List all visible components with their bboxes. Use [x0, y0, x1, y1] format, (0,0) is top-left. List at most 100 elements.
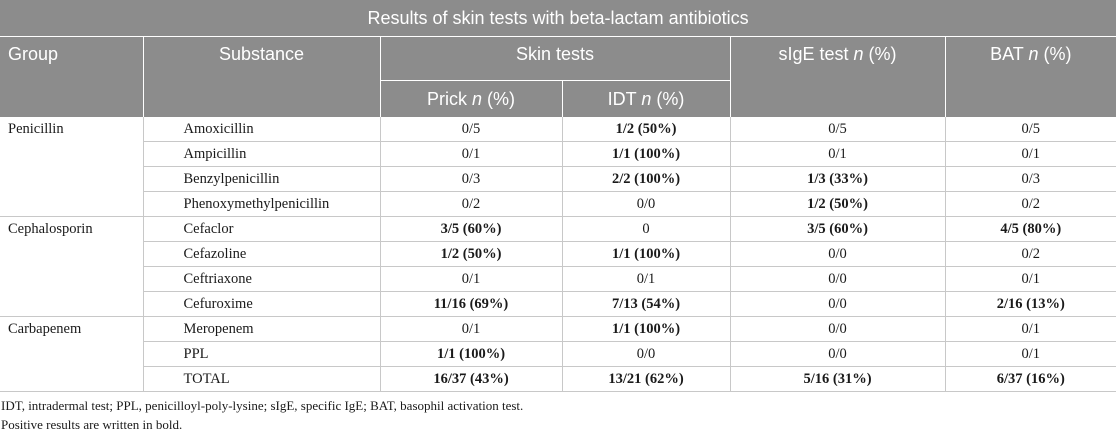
table-row: Cephalosporin Cefaclor 3/5 (60%) 0 3/5 (60%)… [0, 216, 1116, 242]
header-group: Group [0, 36, 143, 117]
table-row: PPL 1/1 (100%) 0/0 0/0 0/1 [0, 341, 1116, 367]
cell-sige: 1/2 (50%) [729, 191, 945, 217]
cell-substance: Meropenem [142, 316, 380, 342]
cell-idt: 0/1 [561, 266, 730, 292]
header-bat-label: BAT [990, 44, 1024, 64]
cell-idt: 1/1 (100%) [561, 316, 730, 342]
cell-sige: 1/3 (33%) [729, 166, 945, 192]
header-prick-label: Prick [426, 88, 467, 109]
results-table: Results of skin tests with beta-lactam a… [0, 0, 1116, 392]
cell-idt: 1/2 (50%) [561, 117, 730, 142]
cell-substance: PPL [142, 341, 380, 367]
footnote-bold-note: Positive results are written in bold. [1, 417, 183, 432]
cell-sige: 0/5 [729, 117, 945, 142]
cell-group [0, 267, 143, 292]
header-substance: Substance [142, 36, 380, 117]
cell-idt: 13/21 (62%) [561, 366, 730, 392]
table-row: Penicillin Amoxicillin 0/5 1/2 (50%) 0/5 0/5 [0, 117, 1116, 142]
cell-group: Cephalosporin [8, 220, 93, 237]
cell-substance: Ampicillin [142, 141, 380, 167]
cell-sige: 0/0 [729, 316, 945, 342]
cell-idt: 1/1 (100%) [561, 241, 730, 267]
cell-sige: 3/5 (60%) [729, 216, 945, 242]
cell-idt: 0 [561, 216, 730, 242]
header-bat-pct: (%) [1043, 44, 1072, 64]
header-prick-unit: n [471, 88, 482, 109]
cell-bat: 0/1 [944, 266, 1116, 292]
cell-prick: 1/1 (100%) [379, 341, 562, 367]
cell-group [0, 191, 143, 217]
cell-group [0, 342, 143, 367]
cell-group [0, 366, 143, 392]
header-bat-unit: n [1028, 44, 1039, 64]
cell-idt: 1/1 (100%) [561, 141, 730, 167]
cell-bat: 0/1 [944, 341, 1116, 367]
cell-bat: 0/1 [944, 141, 1116, 167]
table-row: Ceftriaxone 0/1 0/1 0/0 0/1 [0, 266, 1116, 292]
footnote-abbreviations: IDT, intradermal test; PPL, penicilloyl-… [1, 398, 524, 413]
footnotes: IDT, intradermal test; PPL, penicilloyl-… [0, 396, 1116, 434]
header-sige-pct: (%) [868, 44, 897, 64]
cell-sige: 0/0 [729, 241, 945, 267]
cell-prick: 0/2 [379, 191, 562, 217]
cell-bat: 0/2 [944, 191, 1116, 217]
cell-prick: 11/16 (69%) [379, 291, 562, 317]
header-idt-pct: (%) [656, 88, 685, 109]
table-row: Carbapenem Meropenem 0/1 1/1 (100%) 0/0 0/1 [0, 316, 1116, 342]
cell-substance: TOTAL [142, 366, 380, 392]
table-row: Cefazoline 1/2 (50%) 1/1 (100%) 0/0 0/2 [0, 241, 1116, 267]
cell-group [0, 142, 143, 167]
cell-substance: Amoxicillin [142, 117, 380, 142]
cell-idt: 7/13 (54%) [561, 291, 730, 317]
cell-prick: 0/3 [379, 166, 562, 192]
cell-bat: 0/3 [944, 166, 1116, 192]
table-row: Benzylpenicillin 0/3 2/2 (100%) 1/3 (33%) 0/… [0, 166, 1116, 192]
cell-sige: 0/0 [729, 291, 945, 317]
header-idt-unit: n [641, 88, 652, 109]
cell-substance: Cefaclor [142, 216, 380, 242]
cell-substance: Phenoxymethylpenicillin [142, 191, 380, 217]
header-sige: sIgE test n (%) [729, 36, 945, 117]
cell-prick: 0/1 [379, 141, 562, 167]
cell-idt: 0/0 [561, 191, 730, 217]
table-title: Results of skin tests with beta-lactam a… [0, 0, 1116, 37]
header-prick-pct: (%) [487, 88, 516, 109]
cell-bat: 6/37 (16%) [944, 366, 1116, 392]
cell-substance: Ceftriaxone [142, 266, 380, 292]
cell-prick: 3/5 (60%) [379, 216, 562, 242]
cell-substance: Cefuroxime [142, 291, 380, 317]
table-row: Cefuroxime 11/16 (69%) 7/13 (54%) 0/0 2/16 (… [0, 291, 1116, 317]
table-row: Ampicillin 0/1 1/1 (100%) 0/1 0/1 [0, 141, 1116, 167]
cell-idt: 0/0 [561, 341, 730, 367]
table-row: Phenoxymethylpenicillin 0/2 0/0 1/2 (50%) 0/… [0, 191, 1116, 217]
cell-prick: 0/1 [379, 266, 562, 292]
cell-group: Carbapenem [8, 320, 82, 337]
header-prick: Prick n (%) [379, 80, 562, 117]
cell-sige: 0/1 [729, 141, 945, 167]
cell-group [0, 167, 143, 192]
header-sige-label: sIgE test [778, 44, 849, 64]
cell-substance: Benzylpenicillin [142, 166, 380, 192]
cell-bat: 0/5 [944, 117, 1116, 142]
table-row: TOTAL 16/37 (43%) 13/21 (62%) 5/16 (31%) 6/3… [0, 366, 1116, 392]
table-header: Results of skin tests with beta-lactam a… [0, 0, 1116, 117]
cell-prick: 16/37 (43%) [379, 366, 562, 392]
cell-substance: Cefazoline [142, 241, 380, 267]
cell-sige: 0/0 [729, 341, 945, 367]
header-skin-tests: Skin tests [379, 36, 730, 81]
cell-group: Penicillin [8, 120, 64, 137]
cell-bat: 2/16 (13%) [944, 291, 1116, 317]
cell-bat: 0/2 [944, 241, 1116, 267]
cell-prick: 1/2 (50%) [379, 241, 562, 267]
cell-prick: 0/5 [379, 117, 562, 142]
cell-sige: 0/0 [729, 266, 945, 292]
cell-group [0, 242, 143, 267]
header-bat: BAT n (%) [944, 36, 1116, 117]
cell-prick: 0/1 [379, 316, 562, 342]
table-body: Penicillin Amoxicillin 0/5 1/2 (50%) 0/5 0/5 A… [0, 117, 1116, 392]
cell-bat: 4/5 (80%) [944, 216, 1116, 242]
header-sige-unit: n [853, 44, 864, 64]
cell-sige: 5/16 (31%) [729, 366, 945, 392]
header-idt: IDT n (%) [561, 80, 730, 117]
